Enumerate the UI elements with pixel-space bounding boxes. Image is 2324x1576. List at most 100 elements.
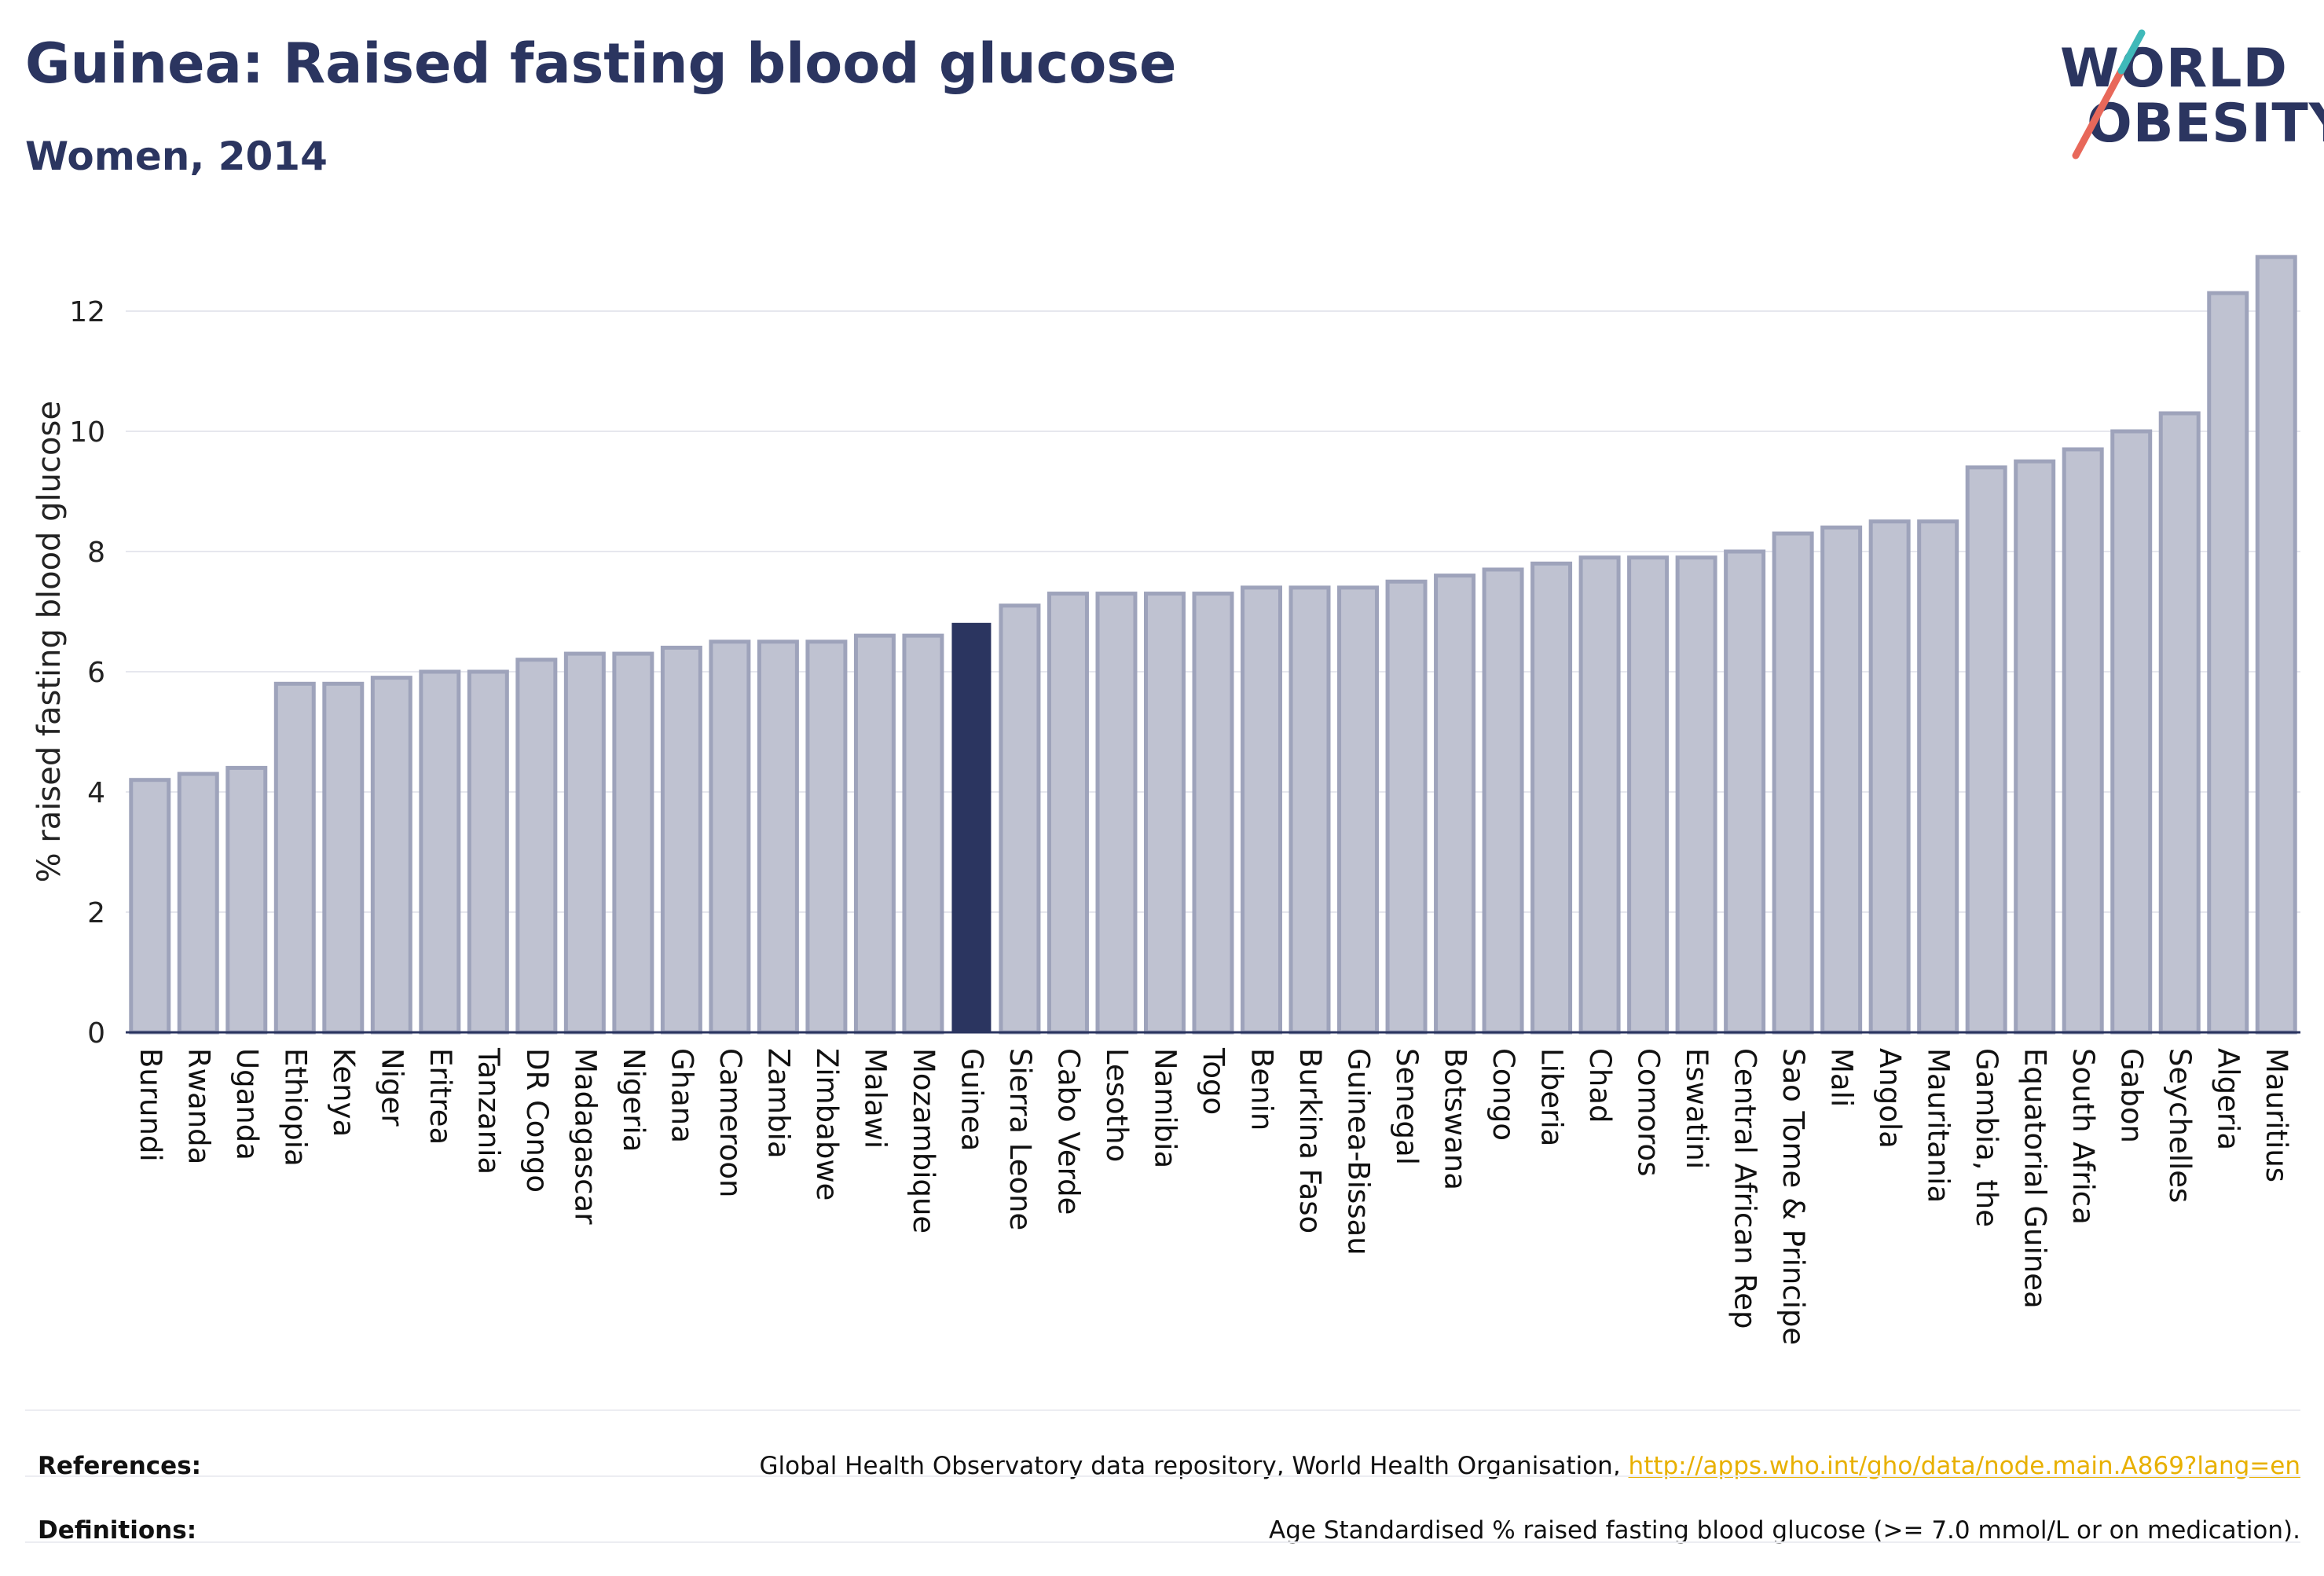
logo-word-world: WORLD: [2060, 38, 2288, 100]
x-tick-label: Ghana: [665, 1048, 698, 1143]
world-obesity-logo: WORLD OBESITY: [2051, 24, 2324, 165]
definitions-text: Age Standardised % raised fasting blood …: [1269, 1516, 2300, 1545]
bar-ethiopia: [273, 681, 316, 1035]
x-tick-label: Botswana: [1439, 1048, 1472, 1190]
x-tick-label: Chad: [1583, 1048, 1617, 1123]
bar-nigeria: [612, 651, 654, 1035]
x-tick-label: Burkina Faso: [1293, 1048, 1327, 1233]
y-tick-label: 12: [69, 296, 105, 328]
bar-dr-congo: [515, 658, 558, 1035]
x-tick-label: Gambia, the: [1970, 1048, 2003, 1227]
bar-sierra-leone: [999, 603, 1041, 1035]
x-tick-label: Liberia: [1535, 1048, 1569, 1146]
bar-liberia: [1530, 561, 1573, 1035]
x-tick-label: Senegal: [1390, 1048, 1424, 1165]
x-tick-label: Congo: [1486, 1048, 1520, 1141]
bar-eritrea: [419, 669, 461, 1035]
bar-botswana: [1434, 574, 1476, 1035]
definitions-label: Definitions:: [38, 1516, 197, 1545]
bar-equatorial-guinea: [2014, 459, 2056, 1035]
bar-ghana: [660, 645, 702, 1035]
bar-mauritania: [1917, 519, 1959, 1035]
footer-divider: [25, 1475, 2300, 1477]
x-tick-label: Tanzania: [471, 1047, 505, 1175]
x-tick-label: Benin: [1245, 1048, 1279, 1131]
bar-namibia: [1143, 592, 1186, 1035]
bar-benin: [1241, 585, 1283, 1035]
bar-uganda: [225, 765, 268, 1035]
bar-gabon: [2110, 429, 2153, 1035]
y-tick-label: 2: [87, 897, 105, 929]
bar-zimbabwe: [805, 640, 848, 1035]
x-tick-label: Burundi: [134, 1048, 167, 1162]
bar-rwanda: [177, 772, 219, 1035]
x-tick-label: Zimbabwe: [810, 1048, 844, 1200]
bar-south-africa: [2062, 447, 2104, 1035]
bar-cabo-verde: [1047, 592, 1089, 1035]
bar-guinea: [951, 622, 992, 1033]
y-tick-label: 4: [87, 777, 105, 809]
bar-burkina-faso: [1288, 585, 1331, 1035]
footer-divider: [25, 1541, 2300, 1543]
x-tick-label: Angola: [1873, 1048, 1907, 1149]
y-axis-label: % raised fasting blood glucose: [31, 401, 68, 882]
x-tick-label: Lesotho: [1100, 1048, 1134, 1162]
bar-senegal: [1385, 579, 1428, 1035]
y-tick-label: 0: [87, 1017, 105, 1050]
y-tick-label: 8: [87, 537, 105, 569]
footer-divider: [25, 1409, 2300, 1411]
bar-algeria: [2207, 291, 2249, 1035]
x-tick-label: Togo: [1197, 1047, 1230, 1115]
bar-chart: 0 2 4 6 8 10 12 % raised fasting blood glucose B…: [31, 255, 2300, 1345]
x-tick-label: Zambia: [761, 1048, 795, 1159]
x-tick-label: Namibia: [1148, 1048, 1182, 1168]
x-tick-label: DR Congo: [520, 1048, 554, 1193]
x-tick-label: Nigeria: [617, 1048, 651, 1152]
bar-niger: [370, 676, 412, 1035]
x-tick-label: South Africa: [2066, 1048, 2100, 1225]
bar-lesotho: [1095, 592, 1138, 1035]
x-tick-label: Eritrea: [423, 1048, 457, 1145]
bar-eswatini: [1675, 555, 1717, 1035]
y-tick-label: 6: [87, 657, 105, 689]
bar-cameroon: [709, 640, 751, 1035]
bar-seychelles: [2158, 411, 2201, 1035]
y-tick-label: 10: [69, 416, 105, 449]
bar-zambia: [757, 640, 799, 1035]
bar-kenya: [322, 681, 365, 1035]
logo-word-obesity: OBESITY: [2087, 93, 2324, 155]
x-tick-label: Seychelles: [2163, 1048, 2197, 1203]
x-tick-label: Mauritania: [1922, 1048, 1956, 1203]
bar-malawi: [853, 633, 896, 1035]
x-tick-label: Sierra Leone: [1003, 1048, 1037, 1230]
bar-guinea-bissau: [1337, 585, 1380, 1035]
x-tick-label: Niger: [375, 1048, 409, 1127]
bar-togo: [1192, 592, 1234, 1035]
bar-mozambique: [902, 633, 944, 1035]
x-tick-label: Kenya: [327, 1048, 361, 1137]
x-tick-label: Equatorial Guinea: [2018, 1048, 2052, 1309]
bar-central-african-rep: [1724, 549, 1766, 1035]
bar-comoros: [1627, 555, 1670, 1035]
bar-congo: [1482, 567, 1524, 1035]
x-tick-label: Eswatini: [1680, 1048, 1714, 1169]
x-tick-label: Malawi: [858, 1048, 892, 1149]
x-tick-label: Cameroon: [713, 1048, 747, 1197]
x-tick-label: Mali: [1825, 1048, 1859, 1107]
bar-mali: [1820, 525, 1863, 1035]
x-tick-label: Mauritius: [2260, 1048, 2293, 1182]
x-tick-label: Cabo Verde: [1051, 1048, 1085, 1215]
x-tick-label: Mozambique: [907, 1048, 940, 1233]
bar-angola: [1868, 519, 1911, 1035]
x-tick-label: Rwanda: [181, 1048, 215, 1164]
bar-chad: [1578, 555, 1621, 1035]
bar-tanzania: [467, 669, 509, 1035]
x-tick-label: Sao Tome & Principe: [1776, 1048, 1810, 1345]
x-tick-label: Comoros: [1632, 1048, 1666, 1176]
bar-burundi: [129, 778, 171, 1035]
bar-mauritius: [2255, 255, 2297, 1035]
bar-madagascar: [563, 651, 606, 1035]
bar-sao-tome-principe: [1772, 531, 1814, 1035]
x-tick-label: Madagascar: [568, 1048, 602, 1225]
x-tick-label: Guinea: [955, 1048, 988, 1151]
